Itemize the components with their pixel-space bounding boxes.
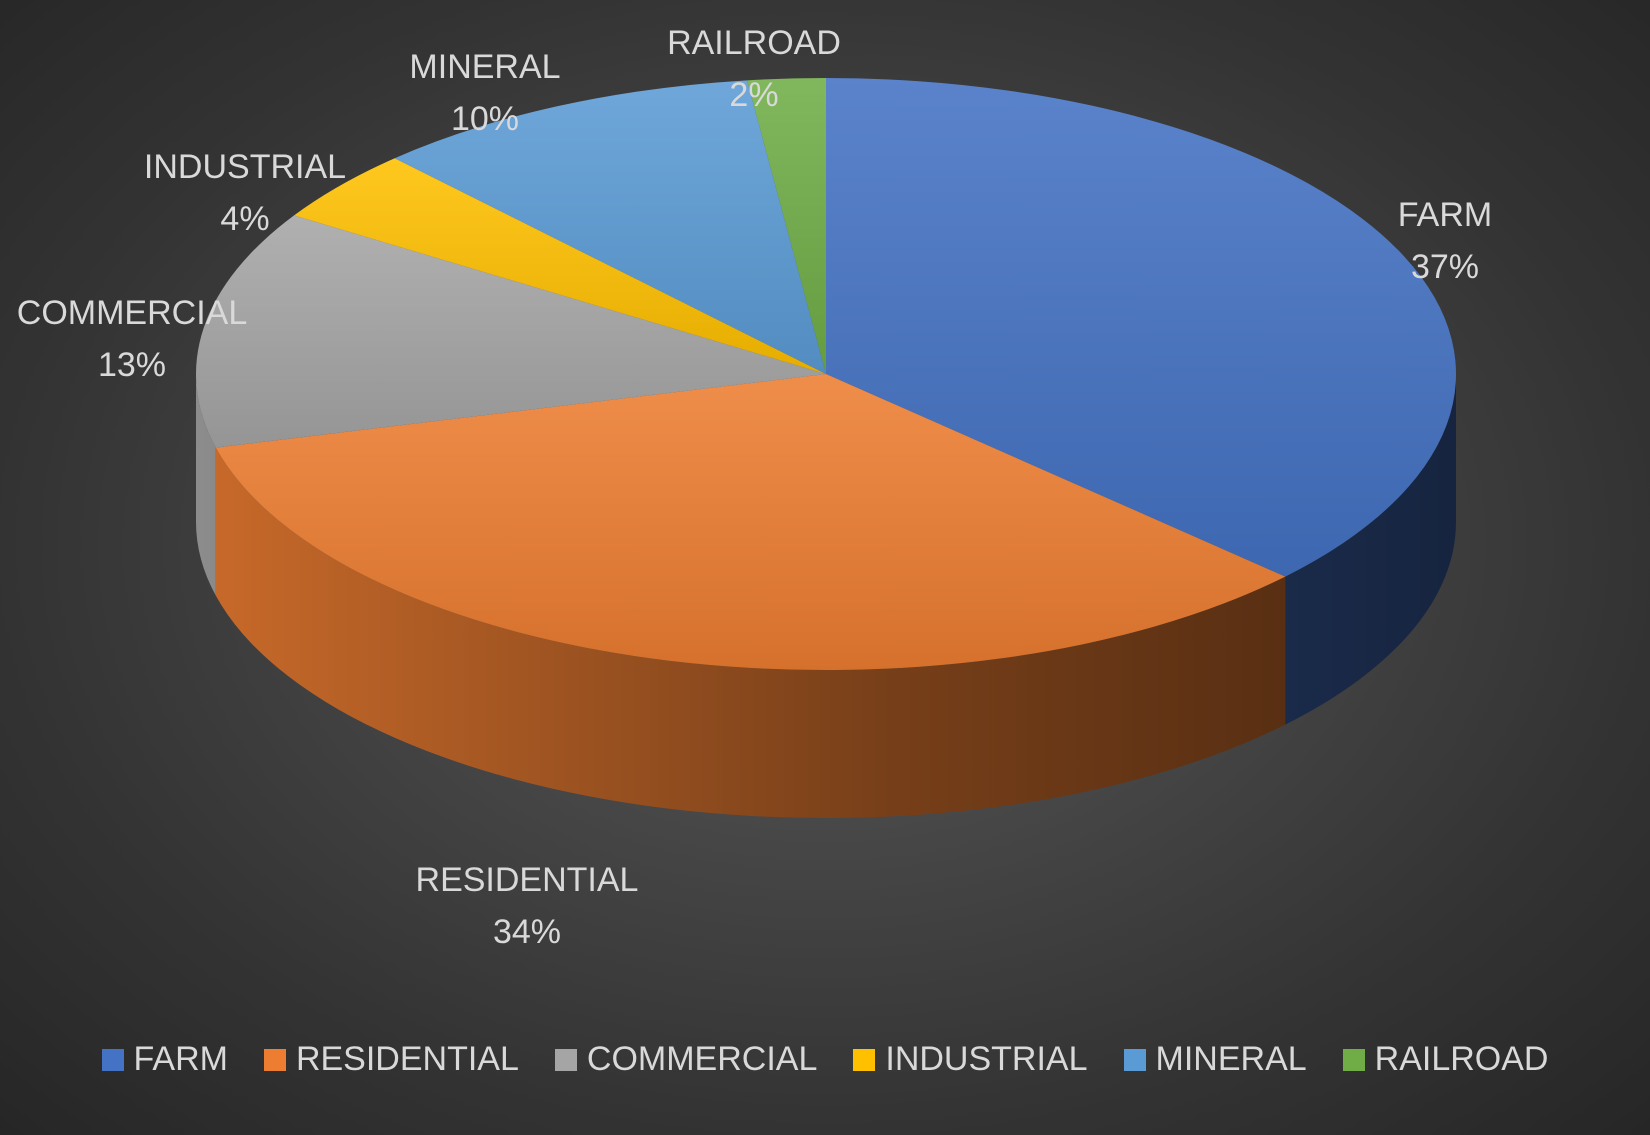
legend-label-residential: RESIDENTIAL [295, 1040, 519, 1078]
data-label-value-railroad: 2% [729, 76, 778, 114]
legend-swatch-farm [101, 1048, 124, 1071]
legend-label-commercial: COMMERCIAL [586, 1040, 818, 1078]
pie-slice-industrial [294, 158, 827, 374]
data-label-value-commercial: 13% [98, 346, 166, 384]
data-label-category-railroad: RAILROAD [667, 24, 841, 62]
legend-label-railroad: RAILROAD [1374, 1040, 1549, 1078]
legend-swatch-residential [263, 1048, 286, 1071]
legend-item-railroad: RAILROAD [1342, 1040, 1549, 1079]
legend-swatch-industrial [853, 1048, 876, 1071]
data-label-category-farm: FARM [1398, 196, 1492, 234]
legend-item-industrial: INDUSTRIAL [853, 1040, 1088, 1079]
data-label-category-commercial: COMMERCIAL [17, 294, 247, 332]
data-label-value-mineral: 10% [451, 100, 519, 138]
legend-swatch-railroad [1342, 1048, 1365, 1071]
legend-label-mineral: MINERAL [1155, 1040, 1307, 1078]
legend-label-industrial: INDUSTRIAL [885, 1040, 1088, 1078]
legend-item-farm: FARM [101, 1040, 228, 1079]
data-label-value-industrial: 4% [220, 200, 269, 238]
pie-side-farm [1285, 374, 1456, 725]
pie-top-faces [196, 78, 1456, 670]
pie-side-residential [215, 447, 1286, 818]
legend-label-farm: FARM [133, 1040, 228, 1078]
data-label-category-industrial: INDUSTRIAL [144, 148, 346, 186]
data-label-category-mineral: MINERAL [409, 48, 560, 86]
data-label-value-farm: 37% [1411, 248, 1479, 286]
data-label-value-residential: 34% [493, 913, 561, 951]
pie-side-commercial [196, 374, 216, 596]
data-labels: FARM 37% RESIDENTIAL 34% COMMERCIAL 13% INDUST… [17, 24, 1492, 951]
legend-swatch-commercial [554, 1048, 577, 1071]
data-label-category-residential: RESIDENTIAL [416, 861, 639, 899]
pie-slice-residential [215, 374, 1286, 670]
pie-slice-farm [826, 78, 1456, 577]
pie-slice-railroad [747, 78, 826, 374]
legend-item-mineral: MINERAL [1123, 1040, 1307, 1079]
pie-slice-commercial [196, 215, 827, 448]
legend-item-residential: RESIDENTIAL [263, 1040, 519, 1079]
legend-swatch-mineral [1123, 1048, 1146, 1071]
pie-slice-mineral [394, 80, 826, 374]
legend-item-commercial: COMMERCIAL [554, 1040, 818, 1079]
chart-legend: FARM RESIDENTIAL COMMERCIAL INDUSTRIAL MINER… [0, 1040, 1650, 1079]
